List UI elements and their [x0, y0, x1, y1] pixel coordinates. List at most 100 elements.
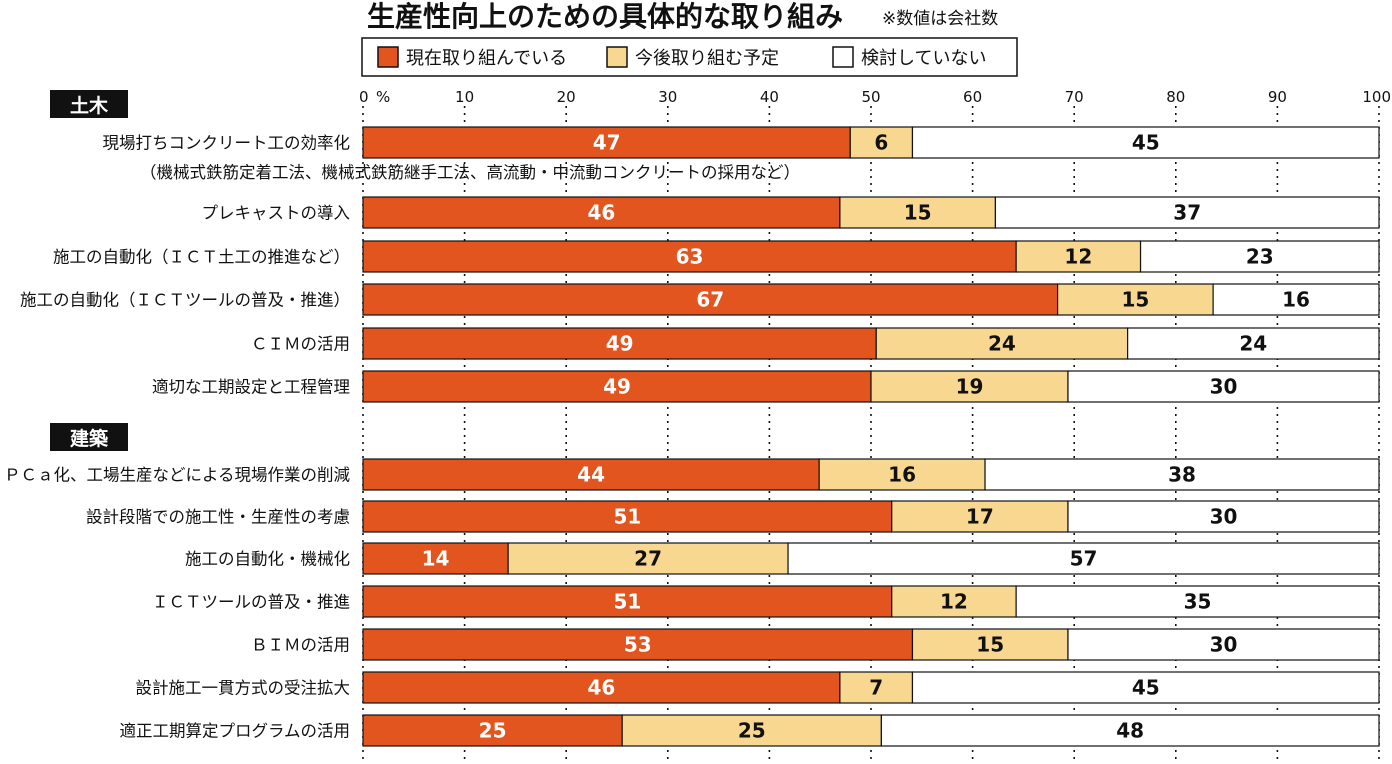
row-label: 設計段階での施工性・生産性の考慮 [86, 508, 350, 527]
bar-value-label: 19 [956, 375, 984, 399]
bar-segment [875, 327, 1129, 360]
bar-value-label: 12 [1064, 245, 1092, 269]
bar-segment [362, 283, 1059, 316]
bar-segment [362, 671, 841, 704]
bar-value-label: 45 [1132, 676, 1160, 700]
x-tick-label: 90 [1268, 88, 1287, 106]
x-tick-label: 20 [557, 88, 576, 106]
bar-segment [1067, 370, 1380, 403]
bar-row: 施工の自動化（ＩＣＴツールの普及・推進） 67 15 16 [20, 283, 1380, 316]
bar-segment [362, 542, 509, 575]
bar-segment [984, 458, 1380, 491]
bar-row: ＣＩＭの活用 49 24 24 [251, 327, 1380, 360]
bar-segment [1015, 240, 1142, 273]
gridlines [362, 106, 1380, 764]
row-label: 現場打ちコンクリート工の効率化 [103, 134, 351, 153]
bar-value-label: 37 [1173, 201, 1201, 225]
bar-value-label: 25 [479, 719, 507, 743]
bar-row: 設計施工一貫方式の受注拡大 46 7 45 [136, 671, 1380, 704]
bar-value-label: 16 [1282, 288, 1310, 312]
bar-value-label: 30 [1210, 633, 1238, 657]
bar-value-label: 53 [624, 633, 652, 657]
bar-segment [362, 628, 914, 661]
bar-value-label: 51 [613, 505, 641, 529]
bar-value-label: 30 [1210, 375, 1238, 399]
row-label: ＰＣａ化、工場生産などによる現場作業の削減 [4, 466, 351, 485]
bar-segment [870, 370, 1069, 403]
x-tick-label: 40 [760, 88, 779, 106]
x-tick-label: 10 [455, 88, 474, 106]
bar-segment [911, 126, 1380, 159]
legend-swatch [377, 46, 399, 68]
bar-value-label: 47 [593, 131, 621, 155]
bar-segment [994, 196, 1380, 229]
bar-value-label: 23 [1246, 245, 1274, 269]
bar-value-label: 25 [738, 719, 766, 743]
row-label: 設計施工一貫方式の受注拡大 [136, 679, 351, 698]
bar-value-label: 16 [888, 463, 916, 487]
row-label: 施工の自動化・機械化 [185, 550, 350, 569]
bar-segment [621, 714, 882, 747]
bar-segment [880, 714, 1380, 747]
legend-frame [361, 37, 1018, 77]
bar-value-label: 49 [603, 375, 631, 399]
bar-segment [362, 196, 841, 229]
bar-segment [1127, 327, 1380, 360]
bar-row: ＰＣａ化、工場生産などによる現場作業の削減 44 16 38 [4, 458, 1380, 491]
bar-row: プレキャストの導入 46 15 37 [202, 196, 1380, 229]
bar-segment [362, 714, 623, 747]
bar-row: ＩＣＴツールの普及・推進 51 12 35 [152, 585, 1380, 618]
group-header-label: 建築 [70, 427, 109, 450]
x-axis: 0 10 20 30 40 50 60 70 80 90 100% [359, 88, 1391, 106]
x-tick-label: 60 [963, 88, 982, 106]
bar-value-label: 45 [1132, 131, 1160, 155]
bar-row: 設計段階での施工性・生産性の考慮 51 17 30 [86, 500, 1380, 533]
bar-segment [891, 500, 1069, 533]
bar-segment [362, 126, 851, 159]
row-label: 施工の自動化（ＩＣＴ土工の推進など） [53, 248, 350, 267]
row-label: ＩＣＴツールの普及・推進 [152, 593, 350, 612]
bar-segment [362, 370, 872, 403]
row-label: 適切な工期設定と工程管理 [152, 378, 350, 397]
bar-value-label: 24 [988, 332, 1016, 356]
bar-row: 適切な工期設定と工程管理 49 19 30 [152, 370, 1380, 403]
chart-note: ※数値は会社数 [882, 9, 998, 29]
bar-value-label: 38 [1168, 463, 1196, 487]
group-header-label: 土木 [70, 94, 109, 117]
bar-rows: 現場打ちコンクリート工の効率化 （機械式鉄筋定着工法、機械式鉄筋継手工法、高流動・… [4, 126, 1380, 747]
legend-label: 現在取り組んでいる [406, 48, 567, 69]
bar-value-label: 14 [422, 547, 450, 571]
bar-segment [1139, 240, 1380, 273]
x-tick-label: 80 [1166, 88, 1185, 106]
x-tick-label: 0 [359, 88, 369, 106]
bar-segment [362, 458, 820, 491]
bar-value-label: 6 [874, 131, 888, 155]
bar-row: 施工の自動化・機械化 14 27 57 [185, 542, 1380, 575]
bar-segment [839, 196, 997, 229]
legend-swatch [606, 46, 628, 68]
bar-value-label: 35 [1184, 590, 1212, 614]
bar-value-label: 44 [577, 463, 605, 487]
legend-swatch [832, 46, 854, 68]
bar-value-label: 15 [904, 201, 932, 225]
row-label: ＣＩＭの活用 [251, 335, 350, 354]
x-tick-label: 30 [658, 88, 677, 106]
legend-label: 検討していない [861, 48, 986, 69]
group-header-box [50, 90, 128, 118]
bar-segment [911, 628, 1069, 661]
x-tick-label: 50 [861, 88, 880, 106]
group-header-box [50, 423, 128, 451]
bar-value-label: 15 [976, 633, 1004, 657]
x-tick-label: 70 [1065, 88, 1084, 106]
bar-segment [1067, 500, 1380, 533]
row-label: プレキャストの導入 [202, 204, 351, 223]
bar-value-label: 51 [613, 590, 641, 614]
bar-value-label: 46 [588, 676, 616, 700]
bar-value-label: 48 [1116, 719, 1144, 743]
bar-value-label: 67 [696, 288, 724, 312]
bar-row: 現場打ちコンクリート工の効率化 （機械式鉄筋定着工法、機械式鉄筋継手工法、高流動・… [103, 126, 1380, 182]
bar-value-label: 49 [606, 332, 634, 356]
bar-value-label: 63 [676, 245, 704, 269]
